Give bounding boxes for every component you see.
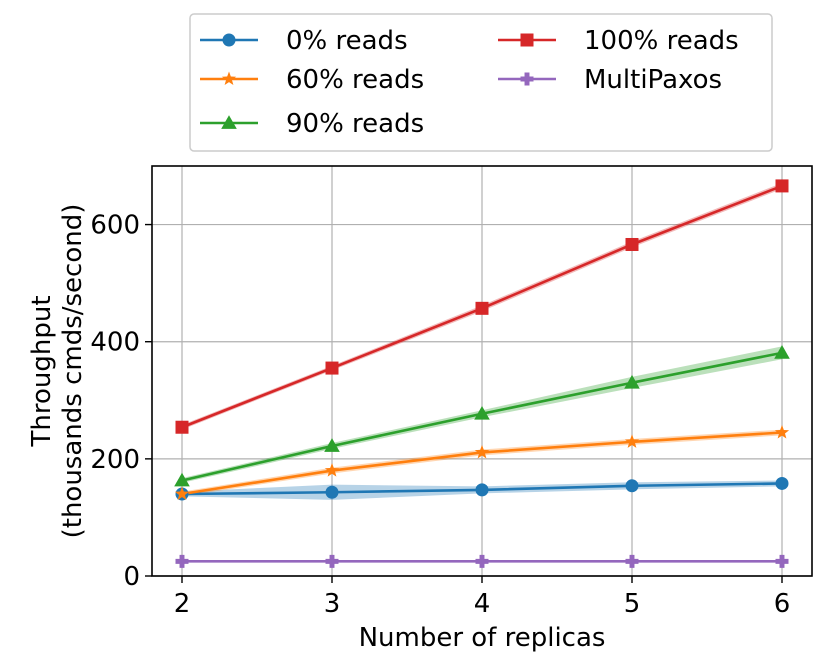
x-tick-label: 2 (174, 589, 191, 619)
point-multipaxos (175, 554, 189, 568)
legend-marker-multipaxos (520, 72, 534, 86)
point-multipaxos (325, 554, 339, 568)
axis-ticks: 2 3 4 5 6 0 200 400 600 (90, 211, 790, 619)
legend-label-100-reads: 100% reads (584, 26, 739, 56)
x-tick-label: 6 (774, 589, 791, 619)
point-60-reads (474, 444, 490, 459)
x-axis-title: Number of replicas (359, 623, 606, 653)
point-100-reads (625, 237, 639, 251)
legend-label-multipaxos: MultiPaxos (584, 65, 722, 95)
y-axis-title-line: Throughput (27, 295, 57, 447)
legend: 0% reads 60% reads 90% reads 100% reads Mult… (189, 13, 773, 152)
point-100-reads (325, 361, 339, 375)
point-60-reads (324, 463, 340, 477)
point-90-reads (324, 438, 340, 452)
point-60-reads (174, 486, 190, 501)
y-tick-label: 0 (123, 562, 140, 592)
point-0-reads (775, 476, 789, 490)
point-90-reads (624, 374, 640, 389)
point-60-reads (774, 425, 790, 439)
point-100-reads (775, 179, 789, 193)
point-multipaxos (775, 554, 789, 568)
point-0-reads (325, 485, 339, 499)
legend-label-60-reads: 60% reads (286, 65, 424, 95)
x-tick-label: 5 (624, 589, 641, 619)
point-100-reads (475, 301, 489, 315)
y-tick-label: 400 (90, 328, 140, 358)
point-90-reads (474, 405, 490, 420)
series-markers (174, 179, 790, 568)
y-axis-title-line: (thousands cmds/second) (58, 204, 88, 539)
y-tick-label: 600 (90, 211, 140, 241)
legend-label-0-reads: 0% reads (286, 26, 408, 56)
point-90-reads (774, 345, 790, 359)
y-axis-title: Throughput(thousands cmds/second) (27, 204, 88, 539)
legend-marker-0-reads (222, 33, 236, 47)
point-multipaxos (475, 554, 489, 568)
point-0-reads (625, 479, 639, 493)
legend-marker-90-reads (221, 115, 237, 129)
legend-label-90-reads: 90% reads (286, 109, 424, 139)
point-0-reads (475, 483, 489, 497)
point-multipaxos (625, 554, 639, 568)
legend-box (189, 13, 773, 152)
legend-marker-100-reads (520, 33, 534, 47)
x-tick-label: 3 (324, 589, 341, 619)
x-tick-label: 4 (474, 589, 491, 619)
point-60-reads (624, 434, 640, 448)
legend-marker-60-reads (221, 71, 237, 86)
point-100-reads (175, 420, 189, 434)
point-90-reads (174, 472, 190, 487)
y-tick-label: 200 (90, 445, 140, 475)
